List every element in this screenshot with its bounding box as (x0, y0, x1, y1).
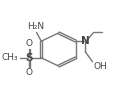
Text: H₂N: H₂N (27, 22, 45, 31)
Text: N: N (81, 36, 90, 46)
Text: S: S (26, 53, 33, 63)
Text: CH₃: CH₃ (2, 53, 18, 62)
Text: OH: OH (93, 62, 107, 71)
Text: O: O (26, 39, 33, 48)
Text: O: O (26, 68, 33, 77)
